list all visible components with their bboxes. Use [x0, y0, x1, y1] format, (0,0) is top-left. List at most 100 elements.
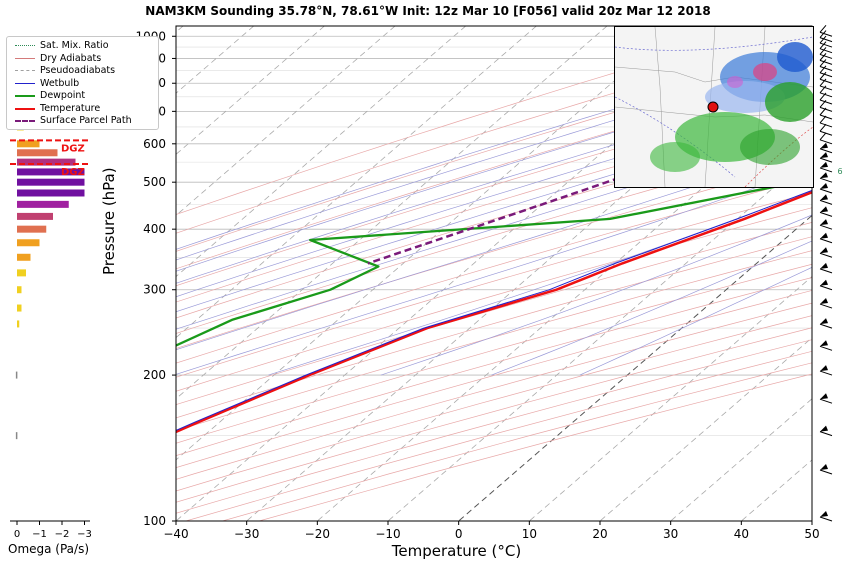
wind-barb-feather	[819, 53, 827, 61]
wind-barb-flag	[820, 511, 828, 517]
isotherm	[176, 26, 749, 521]
wind-barb-feather	[819, 92, 827, 101]
wind-barb-flag	[820, 182, 828, 189]
wind-barb-staff	[819, 370, 833, 376]
wind-barb-flag	[820, 340, 828, 347]
legend-swatch	[15, 120, 35, 122]
wind-barb-flag	[820, 172, 828, 179]
wind-barb-staff	[819, 469, 833, 475]
dry-adiabat	[176, 302, 812, 480]
dry-adiabat	[176, 277, 812, 457]
wind-barb-staff	[819, 106, 833, 112]
wind-barb-flag	[820, 298, 828, 305]
x-tick-label: 20	[592, 527, 607, 541]
omega-bar	[17, 304, 22, 312]
x-tick-label: −40	[163, 527, 188, 541]
wind-barb-staff	[819, 66, 833, 71]
omega-bar	[17, 140, 40, 148]
wind-barb-staff	[819, 303, 833, 309]
legend-label: Temperature	[40, 102, 101, 114]
dry-adiabat	[176, 207, 812, 392]
wind-barb-feather	[819, 115, 827, 124]
wind-barb-flag	[820, 393, 828, 400]
wind-barb-flag	[820, 194, 828, 201]
wind-barb-feather	[819, 30, 827, 38]
moist-adiabat	[491, 240, 812, 376]
wind-barb-flag	[820, 219, 828, 226]
dry-adiabat	[176, 236, 812, 419]
isotherm	[176, 26, 678, 461]
wind-barb-feather	[819, 35, 827, 44]
wind-barb-flag	[820, 464, 828, 471]
legend: Sat. Mix. Ratio Dry Adiabats Pseudoadiabat…	[6, 36, 159, 130]
omega-bar	[17, 149, 58, 157]
series-temperature	[176, 190, 812, 434]
mixing-ratio-label: 6	[838, 167, 843, 176]
y-tick-label: 600	[143, 137, 166, 151]
legend-swatch	[15, 107, 35, 110]
omega-bar	[17, 320, 20, 328]
wind-barb-flag	[820, 247, 828, 254]
omega-bar	[17, 189, 85, 197]
wind-barb-staff	[819, 285, 833, 291]
legend-swatch	[15, 95, 35, 97]
omega-bar	[15, 432, 18, 440]
wind-barb-staff	[819, 92, 833, 98]
wind-barb-flag	[820, 365, 828, 372]
wind-barb-staff	[819, 42, 833, 48]
omega-bar	[17, 253, 31, 261]
wind-barb-staff	[819, 78, 833, 84]
dry-adiabat	[176, 176, 812, 364]
wind-barb-flag	[820, 262, 828, 269]
wind-barb-feather	[819, 47, 827, 55]
wind-barb-staff	[819, 114, 833, 120]
omega-bar	[17, 269, 26, 277]
wind-barb-flag	[820, 142, 828, 149]
wind-barb-staff	[819, 252, 833, 258]
omega-tick-label: −3	[77, 529, 92, 540]
x-tick-label: −10	[375, 527, 400, 541]
dry-adiabat	[176, 160, 812, 349]
x-axis-label: Temperature (°C)	[391, 542, 522, 560]
moist-adiabat	[176, 60, 812, 261]
y-tick-label: 200	[143, 368, 166, 382]
wind-barb-feather	[819, 78, 827, 87]
wind-barb-staff	[819, 59, 833, 65]
legend-label: Dewpoint	[40, 90, 86, 101]
wind-barb-staff	[819, 177, 833, 183]
wind-barb-staff	[819, 238, 833, 244]
moist-adiabat	[176, 71, 812, 272]
omega-tick-label: −1	[32, 529, 47, 540]
wind-barb-staff	[819, 323, 833, 329]
wind-barb-staff	[819, 139, 833, 145]
chart-title: NAM3KM Sounding 35.78°N, 78.61°W Init: 1…	[145, 4, 711, 18]
wind-barb-flag	[820, 206, 828, 213]
wind-barb-staff	[819, 99, 833, 105]
omega-axis-label: Omega (Pa/s)	[8, 542, 90, 556]
wind-barb-feather	[819, 85, 827, 94]
wind-barb-feather	[819, 41, 827, 50]
dry-adiabat	[176, 290, 812, 468]
omega-bar	[15, 371, 18, 379]
wind-barb-flag	[820, 425, 828, 432]
wind-barb-feather	[819, 100, 827, 108]
legend-swatch	[15, 45, 35, 46]
x-tick-label: 0	[455, 527, 463, 541]
omega-bar	[17, 286, 22, 294]
wind-barb-staff	[819, 211, 833, 217]
omega-tick-label: 0	[14, 529, 20, 540]
wind-barb-flag	[820, 152, 828, 159]
isotherm	[811, 520, 812, 521]
omega-bar	[17, 168, 85, 176]
series-wetbulb	[176, 189, 812, 431]
wind-barb-feather	[819, 24, 827, 33]
wind-barb-feather	[819, 65, 827, 74]
isotherm	[670, 398, 812, 521]
wind-barb-staff	[819, 37, 833, 43]
wind-barb-flag	[820, 279, 828, 286]
isotherm	[529, 276, 812, 521]
wind-barb-feather	[819, 71, 827, 80]
legend-swatch	[15, 70, 35, 71]
dry-adiabat	[176, 92, 812, 287]
legend-label: Sat. Mix. Ratio	[40, 40, 109, 51]
